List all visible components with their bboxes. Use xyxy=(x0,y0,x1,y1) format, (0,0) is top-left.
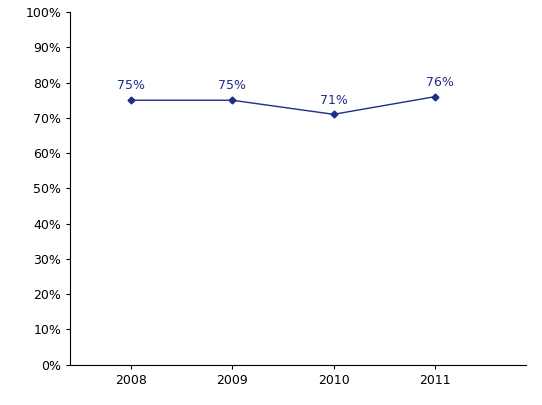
Text: 75%: 75% xyxy=(117,79,145,92)
Text: 75%: 75% xyxy=(218,79,246,92)
Text: 71%: 71% xyxy=(320,94,347,107)
Text: 76%: 76% xyxy=(426,76,454,89)
